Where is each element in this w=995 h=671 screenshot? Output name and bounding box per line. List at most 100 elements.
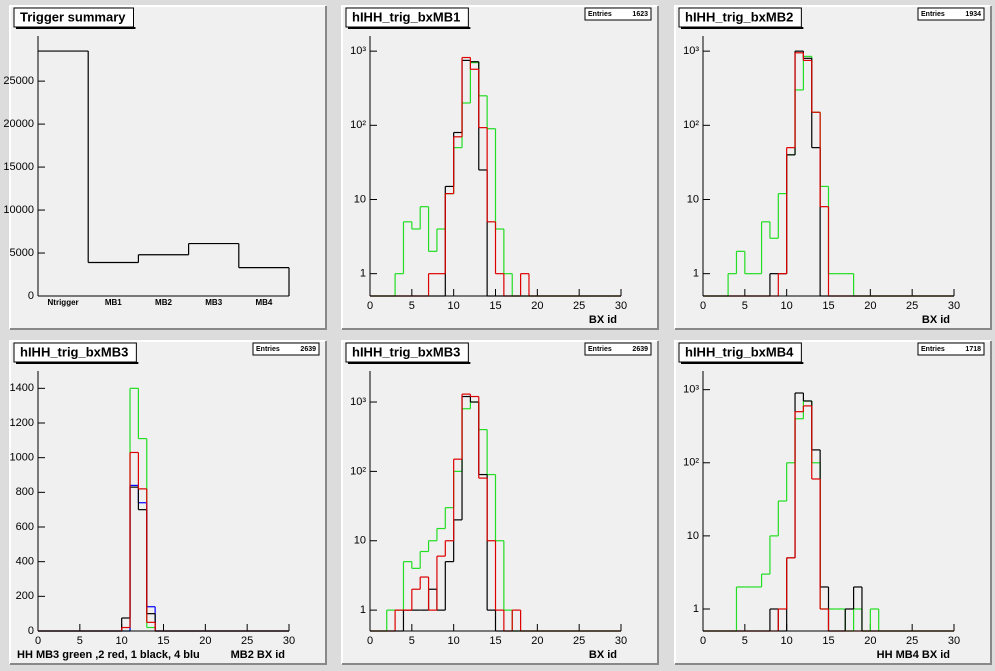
x-tick-label: 0 xyxy=(35,635,41,647)
x-axis-label: MB2 BX id xyxy=(231,649,285,661)
x-tick-label: MB2 xyxy=(155,298,172,307)
stats-label: Entries xyxy=(256,346,280,353)
chart-title: hIHH_trig_bxMB3 xyxy=(20,344,128,359)
panel-bg xyxy=(675,6,991,329)
x-tick-label: 5 xyxy=(77,635,83,647)
x-tick-label: 25 xyxy=(573,635,585,647)
stats-box xyxy=(917,342,985,356)
x-tick-label: 20 xyxy=(864,635,876,647)
x-tick-label: MB1 xyxy=(105,298,122,307)
stats-label: Entries xyxy=(588,346,612,353)
x-tick-label: 0 xyxy=(700,300,706,312)
y-tick-label: 10 xyxy=(687,530,699,542)
x-axis-label: HH MB4 BX id xyxy=(877,649,950,661)
bevel-dark xyxy=(675,6,992,330)
x-tick-label: 25 xyxy=(906,300,918,312)
x-tick-label: 5 xyxy=(409,635,415,647)
x-axis-label: BX id xyxy=(589,649,617,661)
y-tick-label: 10³ xyxy=(350,396,366,408)
y-tick-label: 0 xyxy=(28,625,34,637)
x-tick-label: 10 xyxy=(781,300,793,312)
chart-title: hIHH_trig_bxMB3 xyxy=(352,344,460,359)
bevel-dark xyxy=(10,341,327,665)
y-tick-label: 20000 xyxy=(3,118,34,130)
x-tick-label: 15 xyxy=(822,300,834,312)
x-tick-label: 30 xyxy=(948,300,960,312)
annotation: HH MB3 green ,2 red, 1 black, 4 blu xyxy=(17,649,200,661)
y-tick-label: 25000 xyxy=(3,75,34,87)
x-tick-label: 20 xyxy=(864,300,876,312)
x-tick-label: 15 xyxy=(157,635,169,647)
stats-label: Entries xyxy=(921,11,945,18)
x-tick-label: MB4 xyxy=(255,298,272,307)
y-tick-label: 1 xyxy=(693,603,699,615)
x-tick-label: 20 xyxy=(531,635,543,647)
panel-bg xyxy=(675,341,991,664)
stats-label: Entries xyxy=(921,346,945,353)
y-tick-label: 10² xyxy=(683,119,699,131)
bevel-light xyxy=(341,340,658,664)
x-tick-label: 10 xyxy=(781,635,793,647)
x-tick-label: 20 xyxy=(531,300,543,312)
x-tick-label: 25 xyxy=(241,635,253,647)
stats-value: 1623 xyxy=(632,11,648,18)
bevel-light xyxy=(9,340,326,664)
y-tick-label: 10³ xyxy=(683,45,699,57)
y-tick-label: 0 xyxy=(28,290,34,302)
panel-bg xyxy=(10,341,326,664)
y-tick-label: 200 xyxy=(16,590,34,602)
stats-box xyxy=(917,7,985,21)
x-tick-label: 30 xyxy=(283,635,295,647)
bevel-dark xyxy=(342,341,659,665)
bevel-light xyxy=(674,5,991,329)
y-tick-label: 600 xyxy=(16,521,34,533)
x-tick-label: MB3 xyxy=(205,298,222,307)
y-tick-label: 1 xyxy=(693,268,699,280)
y-tick-label: 800 xyxy=(16,486,34,498)
x-tick-label: 30 xyxy=(615,300,627,312)
x-tick-label: 10 xyxy=(116,635,128,647)
y-tick-label: 10³ xyxy=(350,45,366,57)
y-tick-label: 10 xyxy=(354,193,366,205)
x-axis-label: BX id xyxy=(589,314,617,326)
panel: 1 10 10² 10³ 0 5 10 15 20 25 30 BX id hIHH_trig_bxMB… xyxy=(341,5,659,330)
x-tick-label: 25 xyxy=(573,300,585,312)
x-tick-label: 15 xyxy=(822,635,834,647)
y-tick-label: 10² xyxy=(683,457,699,469)
panel: 0 5000 10000 15000 20000 25000 Ntrigger MB1 MB2 M… xyxy=(3,5,327,330)
y-tick-label: 1000 xyxy=(10,452,34,464)
x-tick-label: 25 xyxy=(906,635,918,647)
x-tick-label: 0 xyxy=(367,300,373,312)
y-tick-label: 10000 xyxy=(3,204,34,216)
y-tick-label: 15000 xyxy=(3,161,34,173)
x-tick-label: 5 xyxy=(742,635,748,647)
y-tick-label: 10³ xyxy=(683,384,699,396)
y-tick-label: 10 xyxy=(687,193,699,205)
x-tick-label: 5 xyxy=(409,300,415,312)
x-axis-label: BX id xyxy=(922,314,950,326)
y-tick-label: 400 xyxy=(16,556,34,568)
y-tick-label: 5000 xyxy=(10,247,34,259)
stats-box xyxy=(584,7,652,21)
x-tick-label: 20 xyxy=(199,635,211,647)
panel-bg xyxy=(10,6,326,329)
y-tick-label: 10² xyxy=(350,119,366,131)
y-tick-label: 1 xyxy=(360,604,366,616)
panel: 1 10 10² 10³ 0 5 10 15 20 25 30 BX id hIHH_trig_bxMB… xyxy=(674,5,992,330)
bevel-light xyxy=(341,5,658,329)
y-tick-label: 10 xyxy=(354,535,366,547)
panel: 0 200 400 600 800 1000 1200 1400 0 5 10 15 20 25 30 MB2… xyxy=(9,340,327,665)
x-tick-label: 30 xyxy=(615,635,627,647)
x-tick-label: 15 xyxy=(489,635,501,647)
y-tick-label: 1400 xyxy=(10,382,34,394)
stats-value: 2639 xyxy=(632,346,648,353)
x-tick-label: 0 xyxy=(700,635,706,647)
stats-value: 2639 xyxy=(300,346,316,353)
stats-box xyxy=(584,342,652,356)
bevel-dark xyxy=(10,6,327,330)
stats-label: Entries xyxy=(588,11,612,18)
y-tick-label: 1200 xyxy=(10,417,34,429)
x-tick-label: 10 xyxy=(448,300,460,312)
y-tick-label: 10² xyxy=(350,465,366,477)
